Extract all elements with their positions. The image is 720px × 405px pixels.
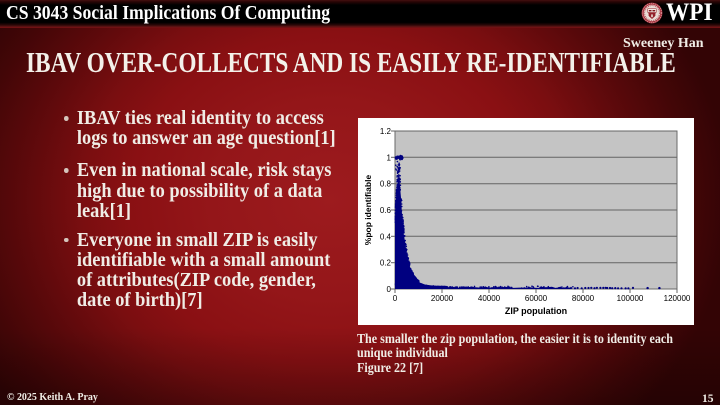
svg-text:0: 0: [393, 294, 398, 303]
svg-text:%pop identifiable: %pop identifiable: [363, 175, 373, 246]
svg-text:0.8: 0.8: [380, 180, 392, 189]
svg-text:1: 1: [387, 153, 392, 162]
svg-text:ZIP population: ZIP population: [505, 306, 567, 316]
svg-text:40000: 40000: [478, 294, 501, 303]
svg-text:1.2: 1.2: [380, 127, 392, 136]
svg-text:100000: 100000: [617, 294, 644, 303]
svg-text:60000: 60000: [525, 294, 548, 303]
svg-text:0: 0: [387, 285, 392, 294]
svg-text:120000: 120000: [664, 294, 691, 303]
svg-text:0.2: 0.2: [380, 259, 392, 268]
svg-text:0.6: 0.6: [380, 206, 392, 215]
svg-text:80000: 80000: [572, 294, 595, 303]
svg-text:20000: 20000: [431, 294, 454, 303]
svg-text:0.4: 0.4: [380, 232, 392, 241]
